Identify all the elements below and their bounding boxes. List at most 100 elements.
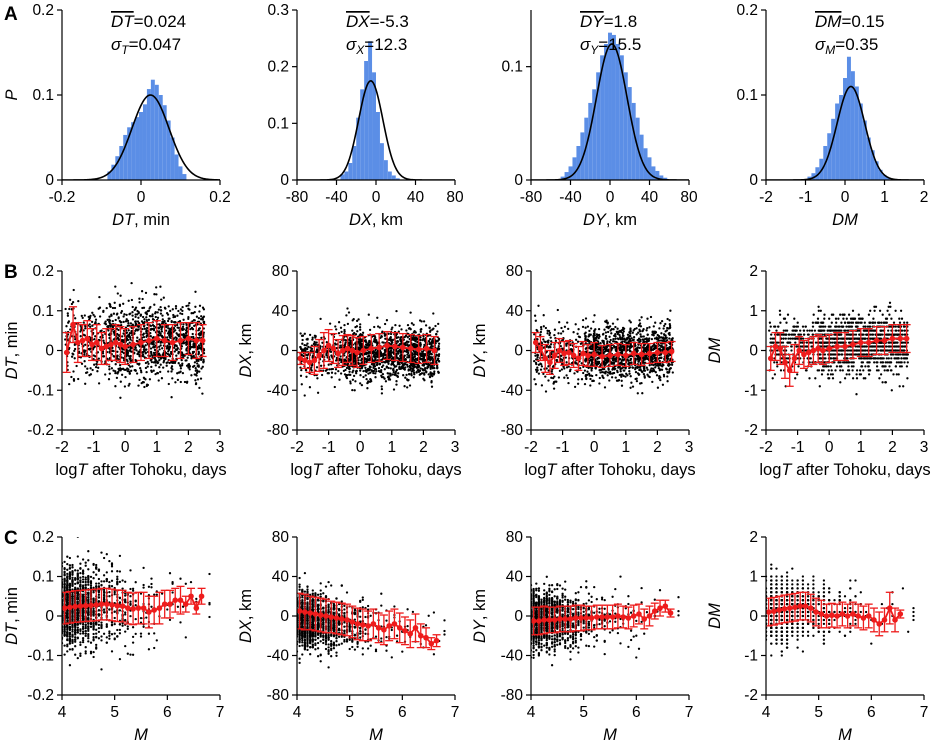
scatter-point xyxy=(315,366,319,369)
x-tick-label: -2 xyxy=(55,439,69,456)
scatter-point xyxy=(610,332,613,335)
scatter-point xyxy=(664,330,667,333)
x-tick-label: -40 xyxy=(325,189,348,206)
scatter-point xyxy=(138,378,141,382)
scatter-point xyxy=(534,354,537,357)
scatter-point xyxy=(646,368,649,371)
scatter-point xyxy=(187,366,190,369)
y-tick-label: 0.2 xyxy=(267,59,289,76)
scatter-point xyxy=(367,372,370,375)
mean-point xyxy=(376,344,382,351)
scatter-point xyxy=(168,361,171,365)
scatter-point xyxy=(659,353,663,356)
scatter-point xyxy=(159,285,162,288)
x-tick-label: -80 xyxy=(520,189,543,206)
scatter-point xyxy=(540,384,544,387)
scatter-point xyxy=(339,355,342,358)
scatter-point xyxy=(359,340,362,343)
scatter-point xyxy=(159,312,163,315)
scatter-point xyxy=(377,369,381,373)
scatter-point xyxy=(368,380,372,383)
scatter-point xyxy=(134,306,138,309)
y-tick-label: 0 xyxy=(280,343,289,360)
scatter-point xyxy=(160,298,163,301)
scatter-point xyxy=(158,345,161,348)
panel-label-c: C xyxy=(4,528,18,549)
scatter-point xyxy=(422,320,426,323)
scatter-point xyxy=(301,342,304,345)
scatter-point xyxy=(634,366,637,369)
scatter-point xyxy=(355,319,359,323)
scatter-point xyxy=(606,371,610,374)
histogram-bar xyxy=(356,117,361,180)
scatter-point xyxy=(553,328,557,331)
scatter-point xyxy=(387,360,390,363)
scatter-point xyxy=(175,344,178,347)
scatter-point xyxy=(123,313,126,316)
scatter-point xyxy=(572,331,575,334)
scatter-point xyxy=(179,364,182,368)
scatter-point xyxy=(330,376,333,379)
scatter-point xyxy=(576,340,580,343)
histogram-bar xyxy=(870,150,875,180)
x-tick-label: 40 xyxy=(641,189,659,206)
scatter-point xyxy=(436,366,439,369)
scatter-point xyxy=(542,338,545,341)
scatter-point xyxy=(141,297,144,301)
scatter-point xyxy=(130,298,134,302)
x-label-prefix: log xyxy=(55,461,77,479)
scatter-point xyxy=(584,360,587,363)
scatter-point xyxy=(658,359,661,363)
scatter-point xyxy=(604,331,608,334)
scatter-point xyxy=(108,372,111,375)
scatter-point xyxy=(334,372,337,375)
scatter-point xyxy=(383,352,386,355)
scatter-point xyxy=(654,371,657,374)
scatter-point xyxy=(144,344,147,347)
scatter-point xyxy=(609,338,612,342)
scatter-point xyxy=(191,332,194,336)
scatter-point xyxy=(365,351,368,354)
scatter-point xyxy=(629,386,632,389)
scatter-point xyxy=(197,329,200,332)
scatter-point xyxy=(603,347,606,350)
mean-point xyxy=(360,347,367,354)
scatter-point xyxy=(419,372,422,376)
scatter-point xyxy=(116,332,119,336)
scatter-point xyxy=(614,376,617,379)
scatter-point xyxy=(662,375,666,378)
scatter-point xyxy=(95,362,98,366)
scatter-point xyxy=(407,327,411,330)
scatter-point xyxy=(634,370,638,374)
scatter-point xyxy=(430,356,433,359)
scatter-point xyxy=(174,304,178,308)
scatter-point xyxy=(161,353,164,356)
scatter-point xyxy=(179,312,182,315)
scatter-point xyxy=(193,364,196,368)
scatter-point xyxy=(114,371,117,375)
scatter-point xyxy=(668,319,671,322)
x-label-var: DX xyxy=(349,211,373,229)
scatter-point xyxy=(405,329,408,332)
scatter-point xyxy=(407,340,410,344)
histogram-bar xyxy=(352,146,357,180)
scatter-point xyxy=(355,325,359,328)
scatter-point xyxy=(327,363,330,366)
histogram-bar xyxy=(850,71,855,180)
chart-title-mean: DT=0.024 xyxy=(111,12,186,31)
scatter-point xyxy=(604,320,607,323)
scatter-point xyxy=(622,330,625,333)
scatter-point xyxy=(430,365,433,368)
scatter-point xyxy=(652,334,655,337)
histogram-bar xyxy=(831,118,836,180)
scatter-point xyxy=(622,334,625,337)
scatter-point xyxy=(299,332,302,335)
scatter-point xyxy=(648,364,651,367)
scatter-point xyxy=(659,339,663,342)
scatter-point xyxy=(418,319,422,322)
scatter-point xyxy=(382,376,385,379)
scatter-point xyxy=(182,323,185,326)
scatter-point xyxy=(93,337,96,341)
scatter-point xyxy=(181,312,184,316)
